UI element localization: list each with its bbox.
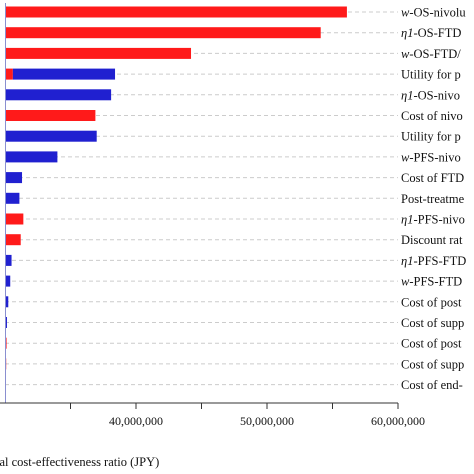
parameter-label: η1-PFS-nivo [401, 213, 465, 227]
bar-blue [5, 192, 20, 204]
parameter-label: Cost of post [401, 295, 462, 309]
x-tick-label: 60,000,000 [371, 414, 425, 428]
bars-group [5, 3, 347, 403]
parameter-label: Utility for p [401, 68, 461, 82]
bar-red [5, 213, 24, 225]
parameter-label: η1-PFS-FTD [401, 254, 466, 268]
x-tick-label: 50,000,000 [240, 414, 294, 428]
bar-red [5, 6, 347, 18]
bar-blue [12, 68, 116, 80]
bar-blue [5, 89, 112, 101]
parameter-label: η1-OS-nivo [401, 88, 460, 102]
parameter-label: Cost of FTD [401, 171, 464, 185]
x-tick-label: 40,000,000 [109, 414, 163, 428]
parameter-label: Discount rat [401, 233, 463, 247]
bar-blue [5, 296, 9, 308]
parameter-label: w-PFS-FTD [401, 275, 462, 289]
parameter-label: Post-treatme [401, 192, 465, 206]
bar-red [5, 27, 321, 39]
parameter-label: w-OS-FTD/ [401, 47, 461, 61]
x-axis-title: tal cost-effectiveness ratio (JPY) [0, 455, 159, 469]
x-axis: 40,000,000 50,000,000 60,000,000 [0, 402, 425, 428]
parameter-label: Cost of nivo [401, 109, 463, 123]
parameter-label: w-PFS-nivo [401, 150, 461, 164]
bar-red [5, 68, 13, 80]
bar-blue [5, 172, 23, 184]
bar-red [5, 110, 96, 121]
bar-blue [5, 275, 11, 287]
bar-blue [5, 130, 97, 142]
bar-blue [5, 254, 12, 266]
parameter-label: Utility for p [401, 130, 461, 144]
parameter-label: Cost of supp [401, 357, 464, 371]
parameter-label: w-OS-nivolu [401, 6, 466, 20]
bar-red [5, 234, 21, 246]
bar-blue [5, 151, 58, 163]
parameter-label: η1-OS-FTD [401, 26, 461, 40]
bar-red [5, 47, 192, 59]
parameter-labels: w-OS-nivolu η1-OS-FTD w-OS-FTD/Utility for… [401, 6, 466, 393]
parameter-label: Cost of end- [401, 378, 463, 392]
gridlines [5, 11, 398, 386]
parameter-label: Cost of supp [401, 316, 464, 330]
parameter-label: Cost of post [401, 337, 462, 351]
